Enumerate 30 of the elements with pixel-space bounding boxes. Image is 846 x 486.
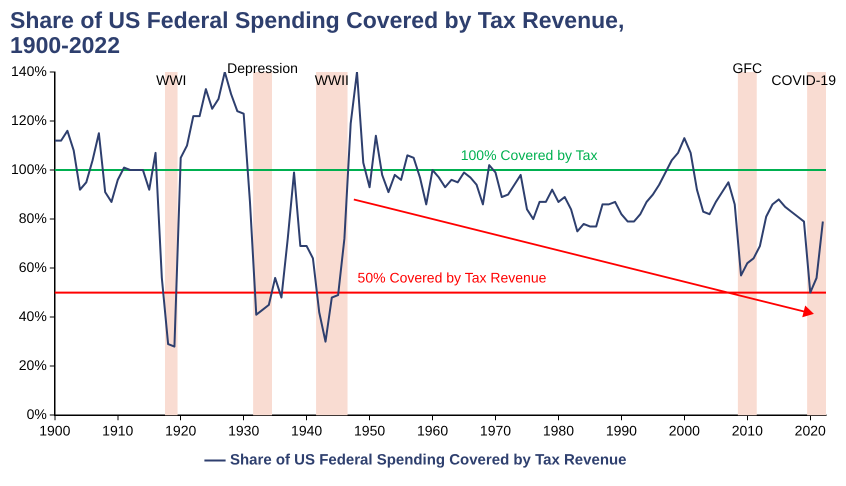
ref-line-label: 50% Covered by Tax Revenue: [358, 269, 547, 286]
y-tick-label: 100%: [10, 160, 47, 177]
y-tick-label: 20%: [18, 357, 47, 374]
y-tick-label: 120%: [10, 112, 47, 128]
x-tick-label: 1980: [542, 422, 574, 438]
y-tick-label: 0%: [26, 406, 47, 422]
x-tick-label: 1910: [102, 422, 134, 438]
band-label: GFC: [732, 60, 762, 76]
x-tick-label: 1930: [228, 422, 260, 438]
chart-title: Share of US Federal Spending Covered by Tax Revenue, 1900-2022: [10, 7, 626, 58]
legend-label: Share of US Federal Spending Covered by Tax Revenue: [230, 452, 626, 469]
x-tick-label: 2020: [794, 422, 826, 438]
band-label: Depression: [227, 60, 298, 76]
x-tick-label: 1900: [39, 422, 71, 438]
x-tick-label: 1940: [291, 422, 322, 438]
x-tick-label: 1990: [606, 422, 638, 438]
band-label: COVID-19: [771, 72, 836, 88]
ref-line-label: 100% Covered by Tax: [460, 146, 598, 163]
x-tick-label: 1950: [354, 422, 386, 438]
x-tick-label: 1920: [165, 422, 196, 438]
band-label: WWII: [314, 72, 349, 88]
x-tick-label: 2010: [732, 422, 764, 438]
x-tick-label: 1970: [480, 422, 512, 438]
band-label: WWI: [156, 72, 186, 88]
y-tick-label: 60%: [18, 258, 47, 275]
y-tick-label: 140%: [10, 62, 47, 79]
x-tick-label: 2000: [668, 422, 700, 438]
y-tick-label: 40%: [18, 308, 47, 324]
y-tick-label: 80%: [18, 210, 47, 226]
x-tick-label: 1960: [416, 422, 448, 438]
